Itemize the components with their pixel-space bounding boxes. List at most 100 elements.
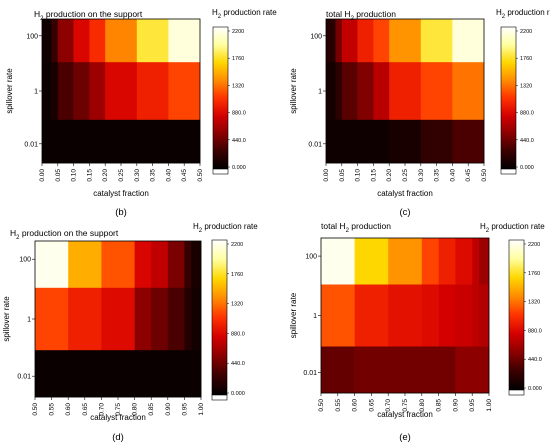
heatmap-cell <box>68 287 102 351</box>
y-tick-label: 0.01 <box>24 141 38 148</box>
heatmap-cell <box>168 62 201 121</box>
y-tick-label: 0.01 <box>17 374 31 381</box>
x-tick-label: 0.75 <box>115 403 122 416</box>
x-tick-label: 0.70 <box>385 399 392 412</box>
heatmap-cell <box>354 238 389 285</box>
heatmap-cell <box>341 62 358 121</box>
heatmap-cell <box>452 119 485 164</box>
heatmap-cell <box>136 62 169 121</box>
heatmap-cell <box>373 19 390 63</box>
colorbar-tick-label: 1320 <box>231 302 243 308</box>
colorbar <box>212 26 229 170</box>
colorbar <box>508 239 525 391</box>
x-tick-label: 0.85 <box>436 399 443 412</box>
heatmap-cell <box>373 62 390 121</box>
y-tick-label: 100 <box>310 33 322 40</box>
y-axis-label: spillover rate <box>2 296 11 342</box>
chart-title: total H2 production <box>321 221 391 234</box>
x-tick-label: 0.90 <box>165 403 172 416</box>
heatmap-cell <box>326 119 390 164</box>
colorbar-tick-label: 0.000 <box>232 165 246 171</box>
x-tick-label: 0.40 <box>165 169 172 182</box>
heatmap-cell <box>134 241 152 289</box>
y-tick-label: 100 <box>26 33 38 40</box>
x-tick-label: 0.75 <box>402 399 409 412</box>
heatmap-cell <box>388 238 423 285</box>
heatmap-cell <box>89 19 106 63</box>
colorbar-tick-label: 0.000 <box>231 391 245 397</box>
heatmap-cell <box>455 346 490 394</box>
heatmap-cell <box>51 19 59 63</box>
colorbar-tick-label: 1760 <box>520 56 532 62</box>
heatmap-cell <box>321 284 355 347</box>
heatmap-cell <box>341 19 358 63</box>
x-tick-label: 0.10 <box>355 169 362 182</box>
x-tick-label: 0.50 <box>32 403 39 416</box>
heatmap-cell <box>321 238 355 285</box>
heatmap-cell <box>389 62 422 121</box>
colorbar-tick-label: 1320 <box>232 83 244 89</box>
heatmap-cell <box>184 287 192 351</box>
colorbar-tick-label: 440.0 <box>520 138 534 144</box>
chart-title: H2 production on the support <box>34 9 143 22</box>
panel-label: (b) <box>115 207 127 218</box>
heatmap-cell <box>326 62 336 121</box>
heatmap-cell <box>472 238 480 285</box>
heatmap-cell <box>136 19 169 63</box>
heatmap-cell <box>452 19 485 63</box>
heatmap-cell <box>354 284 389 347</box>
colorbar-tick-label: 440.0 <box>232 138 246 144</box>
y-tick-label: 100 <box>19 257 31 264</box>
x-tick-label: 0.15 <box>370 169 377 182</box>
heatmap-cell <box>478 284 490 347</box>
heatmap-cell <box>42 119 201 164</box>
panel-label: (c) <box>399 207 410 218</box>
colorbar-title: H2 production rate <box>193 222 258 234</box>
y-tick-label: 100 <box>305 254 317 261</box>
colorbar-underflow-box <box>211 394 228 401</box>
colorbar-underflow-box <box>500 168 517 175</box>
heatmap-cell <box>191 287 202 351</box>
heatmap-cell <box>151 241 169 289</box>
panel-label: (e) <box>399 432 411 443</box>
heatmap-cell <box>420 62 453 121</box>
x-tick-label: 1.00 <box>486 399 493 412</box>
x-tick-label: 0.65 <box>368 399 375 412</box>
colorbar-tick-label: 1760 <box>232 56 244 62</box>
colorbar-tick-label: 440.0 <box>528 357 542 363</box>
colorbar-tick-label: 1320 <box>528 300 540 306</box>
x-tick-label: 0.50 <box>197 169 204 182</box>
colorbar <box>211 239 228 396</box>
heatmap-cell <box>420 19 453 63</box>
y-tick-label: 1 <box>318 89 322 96</box>
heatmap-cell <box>35 287 69 351</box>
heatmap-cell <box>455 238 473 285</box>
colorbar-tick-label: 2200 <box>231 242 243 248</box>
x-tick-label: 0.10 <box>71 169 78 182</box>
x-tick-label: 0.00 <box>323 169 330 182</box>
colorbar-underflow-box <box>212 168 229 175</box>
heatmap-cell <box>354 346 456 394</box>
x-tick-label: 0.90 <box>452 399 459 412</box>
x-tick-label: 0.55 <box>335 399 342 412</box>
colorbar-title: H2 production rate <box>496 8 550 20</box>
colorbar-tick-label: 2200 <box>232 29 244 35</box>
colorbar-underflow-box <box>508 389 525 396</box>
x-axis-label: catalyst fraction <box>377 189 433 198</box>
x-tick-label: 0.25 <box>402 169 409 182</box>
y-axis-label: spillover rate <box>289 292 298 338</box>
x-tick-label: 0.25 <box>118 169 125 182</box>
colorbar-tick-label: 1760 <box>231 272 243 278</box>
heatmap-cell <box>134 287 152 351</box>
x-tick-label: 0.60 <box>352 399 359 412</box>
x-tick-label: 0.05 <box>339 169 346 182</box>
heatmap-cell <box>438 284 456 347</box>
heatmap-cell <box>151 287 169 351</box>
x-tick-label: 0.00 <box>39 169 46 182</box>
heatmap-cell <box>101 287 135 351</box>
x-tick-label: 0.45 <box>465 169 472 182</box>
y-tick-label: 0.01 <box>303 370 317 377</box>
heatmap-cell <box>438 238 456 285</box>
colorbar-tick-label: 1760 <box>528 271 540 277</box>
y-tick-label: 0.01 <box>308 141 322 148</box>
